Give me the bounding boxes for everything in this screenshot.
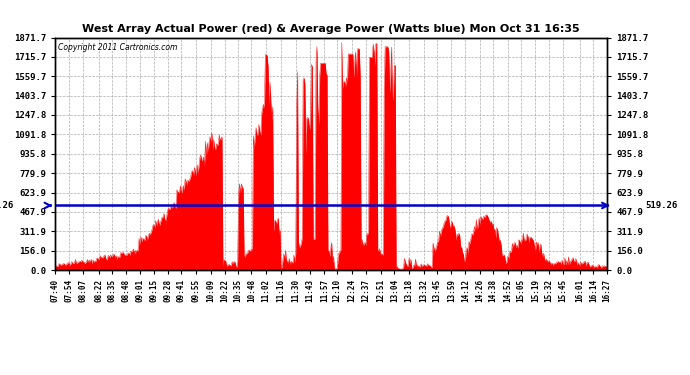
Text: Copyright 2011 Cartronics.com: Copyright 2011 Cartronics.com (58, 44, 177, 52)
Text: 519.26: 519.26 (646, 201, 678, 210)
Title: West Array Actual Power (red) & Average Power (Watts blue) Mon Oct 31 16:35: West Array Actual Power (red) & Average … (82, 24, 580, 34)
Text: 519.26: 519.26 (0, 201, 14, 210)
